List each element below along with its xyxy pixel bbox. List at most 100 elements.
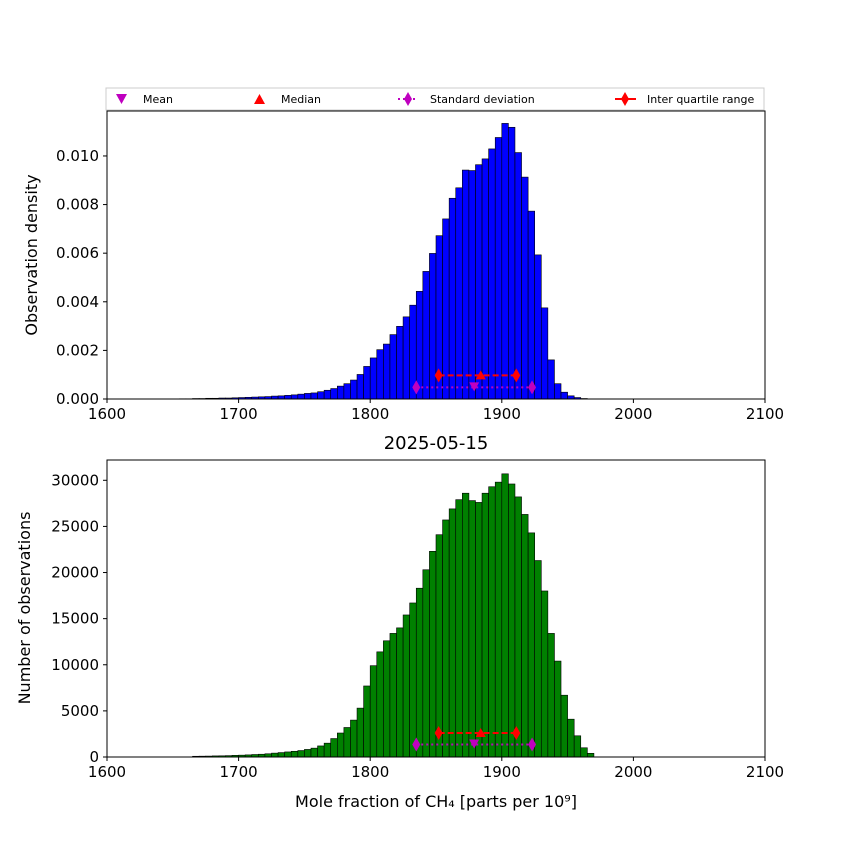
top-iqr-low-marker [434,368,443,383]
bottom-x-tick-label: 2100 [746,763,784,781]
bottom-bars [192,473,595,758]
top-panel: 1600 1700 1800 1900 2000 2100 0.000 0.002 0.004… [22,110,784,423]
bottom-y-tick-label: 25000 [51,517,99,535]
top-histogram-bar [402,316,410,400]
bottom-histogram-bar [363,685,371,758]
top-y-tick-label: 0.000 [56,390,99,408]
top-histogram-bar [396,326,404,400]
top-x-tick-label: 1600 [88,405,126,423]
bottom-histogram-bar [573,735,582,758]
bottom-histogram-bar [475,502,483,758]
legend: Mean Median Standard deviation Inter qua… [105,87,765,111]
top-histogram-bar [521,176,529,400]
bottom-std-high-marker [528,737,537,752]
bottom-histogram-bar [580,747,588,758]
top-histogram-bar [540,307,549,400]
bottom-stats [412,726,537,752]
bottom-histogram-bar [560,694,568,758]
legend-item-mean: Mean [116,93,173,106]
bottom-y-tick-label: 20000 [51,564,99,582]
top-histogram-bar [383,343,391,400]
bottom-panel-title: 2025-05-15 [384,433,489,454]
bottom-x-tick-label: 1700 [220,763,258,781]
legend-item-std: Standard deviation [398,92,535,106]
bottom-std-low-marker [412,737,421,752]
bottom-x-tick-label: 1600 [88,763,126,781]
bottom-histogram-bar [481,492,489,758]
bottom-mean-marker [469,739,480,749]
bottom-y-tick-label: 10000 [51,656,99,674]
top-y-axis: 0.000 0.002 0.004 0.006 0.008 0.010 [56,147,107,408]
top-mean-marker [469,382,480,392]
top-histogram-bar [310,392,318,400]
bottom-y-tick-label: 5000 [61,702,99,720]
bottom-x-axis: 1600 1700 1800 1900 2000 2100 [88,757,784,781]
bottom-histogram-bar [554,660,562,758]
bottom-iqr-low-marker [434,726,443,741]
bottom-histogram-bar [527,532,535,758]
bottom-histogram-bar [356,707,364,758]
top-histogram-bar [554,383,562,400]
bottom-histogram-bar [336,732,345,758]
median-marker-icon [254,94,265,104]
legend-label-std: Standard deviation [430,93,535,106]
legend-label-median: Median [281,93,321,106]
top-histogram-bar [389,334,397,400]
bottom-histogram-bar [508,483,516,758]
bottom-histogram-bar [409,602,417,758]
top-histogram-bar [297,393,305,400]
top-histogram-bar [284,395,292,400]
bottom-histogram-bar [369,665,378,758]
top-histogram-bar [475,164,483,400]
bottom-y-axis: 0 5000 10000 15000 20000 25000 30000 [51,471,107,766]
bottom-y-axis-label: Number of observations [15,512,34,705]
bottom-histogram-bar [383,640,391,758]
iqr-marker-icon [621,92,629,106]
top-histogram-bar [481,158,489,400]
legend-label-mean: Mean [143,93,173,106]
bottom-panel: 2025-05-15 1600 1700 1800 1900 2000 2100 0 500… [15,433,784,811]
bottom-histogram-bar [514,496,522,758]
bottom-histogram-bar [422,569,430,758]
bottom-histogram-bar [277,752,285,758]
bottom-histogram-bar [396,627,404,758]
bottom-histogram-bar [448,508,457,758]
bottom-histogram-bar [488,486,496,758]
bottom-histogram-bar [429,551,437,758]
bottom-x-tick-label: 1900 [483,763,521,781]
bottom-histogram-bar [271,752,279,758]
bottom-histogram-bar [587,753,595,758]
bottom-histogram-bar [462,492,470,758]
top-histogram-bar [323,389,332,400]
bottom-x-axis-label: Mole fraction of CH₄ [parts per 10⁹] [295,792,577,811]
top-y-tick-label: 0.010 [56,147,99,165]
top-histogram-bar [514,152,522,400]
top-histogram-bar [455,187,463,400]
bottom-histogram-bar [290,750,299,758]
bottom-plot-frame [106,459,766,758]
bottom-histogram-bar [540,590,549,758]
top-x-tick-label: 1800 [351,405,389,423]
top-std-low-marker [412,380,421,395]
bottom-histogram-bar [350,719,358,758]
top-histogram-bar [356,374,364,400]
bottom-histogram-bar [330,738,338,758]
bottom-histogram-bar [389,633,397,758]
top-y-tick-label: 0.008 [56,196,99,214]
bottom-histogram-bar [455,499,463,758]
top-x-tick-label: 2000 [614,405,652,423]
std-marker-icon [404,92,412,106]
top-stats [412,368,537,395]
top-y-axis-label: Observation density [22,174,41,335]
bottom-y-tick-label: 15000 [51,610,99,628]
top-histogram-bar [369,357,378,400]
top-histogram-bar [429,253,437,400]
bottom-median-marker [475,728,486,738]
top-histogram-bar [527,210,535,400]
bottom-histogram-bar [521,514,529,758]
top-x-tick-label: 2100 [746,405,784,423]
top-histogram-bar [462,169,470,400]
top-histogram-bar [494,137,503,400]
legend-label-iqr: Inter quartile range [647,93,754,106]
